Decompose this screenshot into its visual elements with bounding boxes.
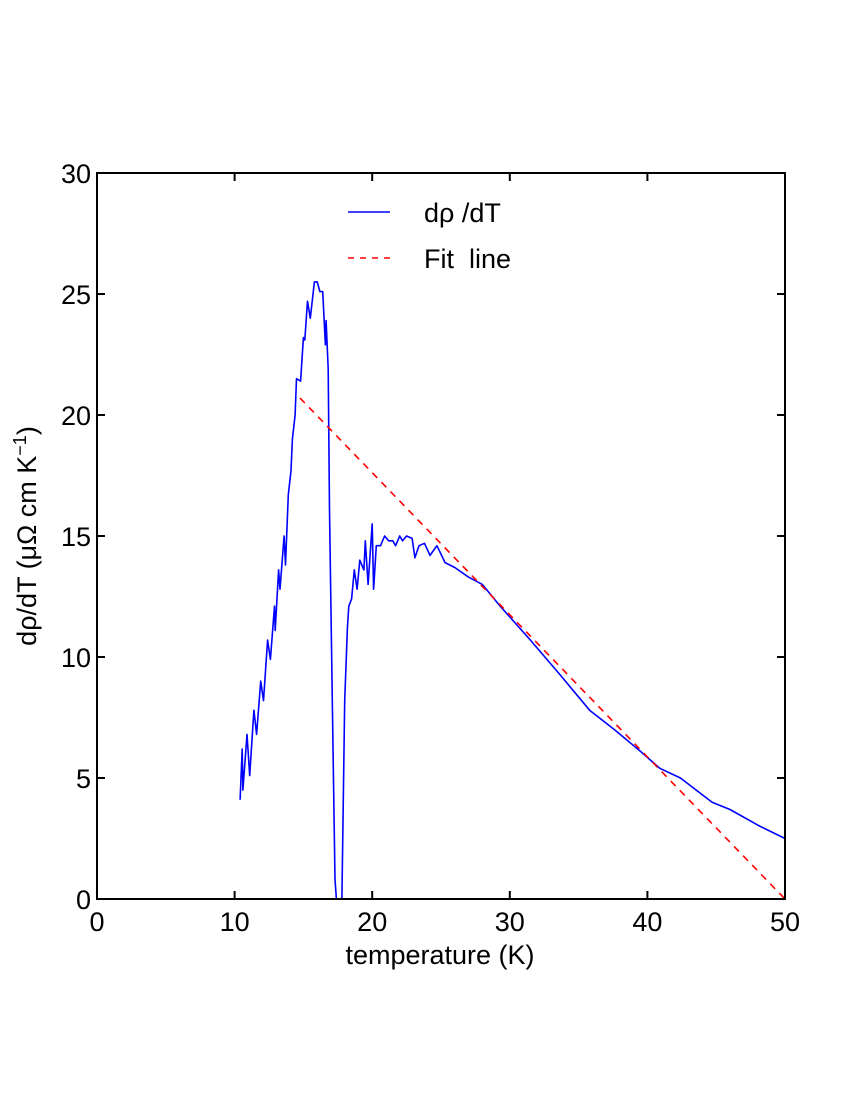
ticks: 0 10 20 30 40 50 0 5 10 15 20 25 30 (61, 159, 800, 937)
x-tick-label: 50 (770, 907, 800, 937)
plot-frame (96, 172, 786, 900)
series-line-2 (299, 397, 786, 900)
x-axis-label: temperature (K) (345, 940, 534, 970)
y-tick-label: 15 (61, 522, 91, 552)
y-tick-label: 25 (61, 280, 91, 310)
x-tick-label: 10 (220, 907, 250, 937)
series-group (239, 281, 786, 900)
legend-label-series-1: dρ /dT (424, 198, 501, 228)
x-tick-label: 20 (357, 907, 387, 937)
x-tick-label: 40 (632, 907, 662, 937)
x-tick-label: 30 (495, 907, 525, 937)
y-tick-label: 5 (76, 764, 91, 794)
y-tick-label: 20 (61, 401, 91, 431)
y-axis-label-main: dρ/dT (μΩ cm K (12, 456, 42, 646)
x-tick-label: 0 (89, 907, 104, 937)
y-axis-label-sup: −1 (10, 435, 30, 456)
legend: dρ /dT Fit line (348, 198, 511, 274)
legend-label-series-2: Fit line (424, 244, 511, 274)
y-axis-label-close: ) (12, 426, 42, 435)
y-tick-label: 10 (61, 643, 91, 673)
y-tick-label: 0 (76, 885, 91, 915)
series-line-1 (239, 281, 786, 900)
y-axis-label: dρ/dT (μΩ cm K−1) (10, 426, 42, 646)
y-tick-label: 30 (61, 159, 91, 189)
